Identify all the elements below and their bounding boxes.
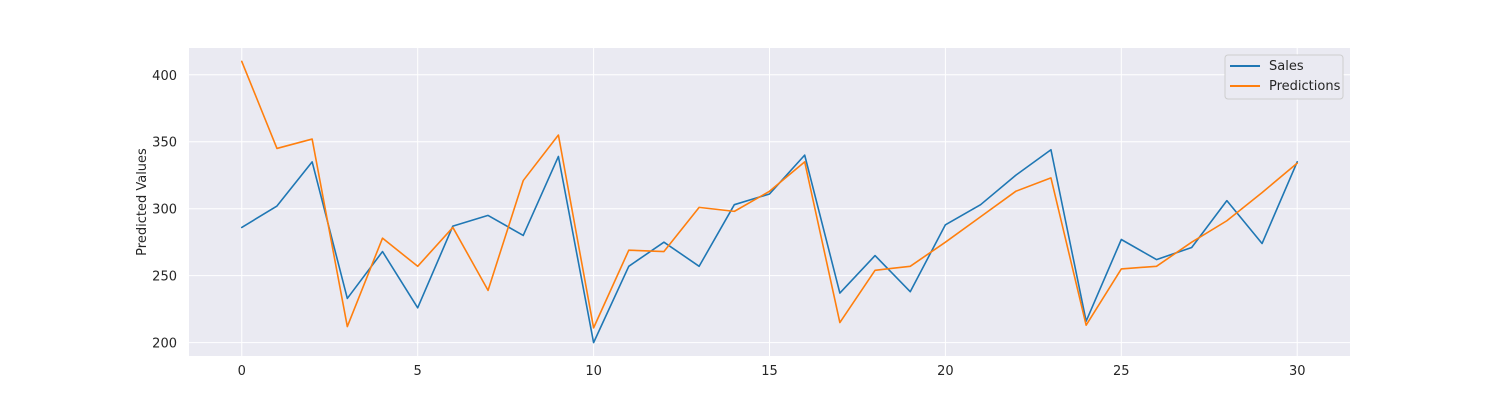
x-tick-label: 20 bbox=[937, 364, 954, 379]
x-axis-ticks: 0 5 10 15 20 25 30 bbox=[238, 364, 1306, 379]
x-tick-label: 15 bbox=[761, 364, 778, 379]
series-line-predictions bbox=[240, 60, 1299, 329]
y-tick-label: 400 bbox=[152, 69, 177, 84]
y-tick-label: 250 bbox=[152, 270, 177, 285]
gridlines bbox=[189, 48, 1350, 356]
x-tick-label: 10 bbox=[585, 364, 602, 379]
y-tick-label: 200 bbox=[152, 337, 177, 352]
legend: Sales Predictions bbox=[1224, 54, 1344, 100]
legend-label-sales: Sales bbox=[1269, 59, 1304, 74]
legend-label-predictions: Predictions bbox=[1269, 79, 1341, 94]
y-axis-ticks: 200 250 300 350 400 bbox=[152, 69, 177, 352]
x-tick-label: 5 bbox=[414, 364, 422, 379]
x-tick-label: 25 bbox=[1113, 364, 1130, 379]
y-tick-label: 350 bbox=[152, 136, 177, 151]
series-lines bbox=[240, 60, 1299, 344]
series-line-sales bbox=[240, 148, 1299, 344]
x-tick-label: 30 bbox=[1289, 364, 1306, 379]
x-tick-label: 0 bbox=[238, 364, 246, 379]
y-axis-label: Predicted Values bbox=[135, 148, 150, 256]
y-tick-label: 300 bbox=[152, 203, 177, 218]
